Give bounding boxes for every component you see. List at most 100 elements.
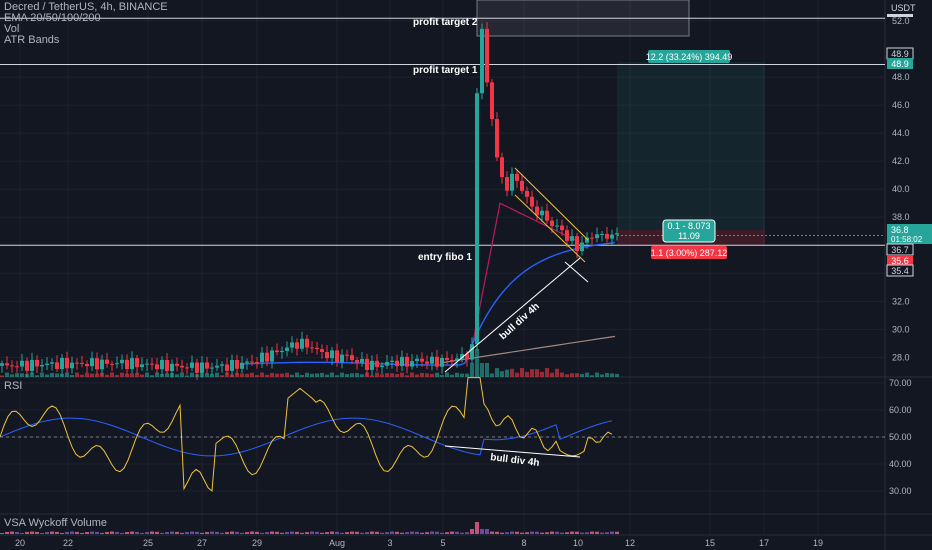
candle (135, 354, 139, 375)
falling-wedge-upper[interactable] (514, 167, 589, 241)
indicator-ema[interactable]: EMA 20/50/100/200 (4, 12, 101, 24)
volume-bar (545, 368, 549, 377)
candle-body (490, 82, 494, 120)
vsa-bar (150, 531, 154, 534)
candle (140, 357, 144, 371)
rsi-pane-label[interactable]: RSI (4, 380, 23, 392)
candle (530, 190, 534, 212)
candle-body (35, 359, 39, 367)
volume-bar (220, 375, 224, 377)
indicator-vol[interactable]: Vol (4, 23, 20, 35)
volume-bar (320, 372, 324, 377)
vsa-bar (255, 531, 259, 534)
candle-body (150, 363, 154, 365)
candle (165, 352, 169, 375)
candle (45, 357, 49, 371)
candle (445, 351, 449, 365)
time-tick-label: 27 (197, 538, 207, 548)
candle (515, 170, 519, 188)
vsa-bar (145, 532, 149, 534)
vsa-bar (295, 531, 299, 534)
vsa-bar (220, 532, 224, 534)
vsa-bar (35, 531, 39, 534)
volume-bar (70, 374, 74, 377)
candle (90, 351, 94, 371)
candle-body (5, 363, 9, 366)
candle-body (80, 362, 84, 364)
candle (115, 356, 119, 369)
candle (265, 346, 269, 367)
svg-text:36.7: 36.7 (891, 245, 909, 255)
bull-div-rsi-trendline[interactable] (444, 445, 581, 458)
vsa-pane-label[interactable]: VSA Wyckoff Volume (4, 517, 108, 529)
vsa-bar (325, 532, 329, 534)
wedge-breakout-line[interactable] (564, 261, 589, 283)
bull-div-price-trendline[interactable] (444, 257, 581, 373)
volume-bar (365, 372, 369, 377)
candle-body (320, 349, 324, 353)
rsi-axis[interactable]: 30.00 40.00 50.00 60.00 70.00 (889, 378, 912, 496)
candle-body (75, 362, 79, 364)
svg-text:35.4: 35.4 (891, 266, 909, 276)
candle-body (290, 342, 294, 348)
volume-bar (315, 373, 319, 377)
vsa-bar (225, 532, 229, 534)
vsa-bar (130, 531, 134, 534)
candle (365, 353, 369, 377)
volume-bar (450, 374, 454, 377)
vsa-bar (235, 531, 239, 534)
volume-bar (270, 372, 274, 377)
volume-bar (95, 373, 99, 377)
candle (145, 358, 149, 371)
target-badge: 48.9 (886, 47, 914, 60)
candle (210, 362, 214, 376)
candle (605, 227, 609, 243)
svg-text:48.9: 48.9 (891, 49, 909, 59)
vsa-bar (160, 532, 164, 534)
volume-bar (65, 372, 69, 377)
volume-bar (175, 374, 179, 377)
candle (320, 344, 324, 359)
candle-body (435, 356, 439, 367)
vsa-bar (390, 531, 394, 534)
candle (190, 355, 194, 371)
candle-body (140, 364, 144, 368)
candle-body (200, 362, 204, 373)
symbol-title[interactable]: Decred / TetherUS, 4h, BINANCE (4, 1, 168, 13)
volume-bar (325, 374, 329, 377)
volume-bar (300, 374, 304, 377)
candle-body (315, 347, 319, 350)
volume-bar (405, 375, 409, 377)
profit-zone[interactable] (617, 62, 765, 230)
vsa-bar (245, 532, 249, 534)
candle (570, 229, 574, 245)
volume-bar (240, 373, 244, 377)
candle-body (170, 363, 174, 372)
vsa-bar (435, 531, 439, 534)
candle (280, 346, 284, 359)
vsa-bar (20, 532, 24, 534)
time-tick-label: Aug (329, 538, 345, 548)
volume-bar (5, 372, 9, 377)
volume-bar (275, 373, 279, 377)
vsa-bar (215, 531, 219, 534)
target2-badge: 48.9 (887, 58, 913, 69)
price-tick-label: 44.0 (892, 128, 910, 138)
candle-body (370, 360, 374, 370)
volume-bar (570, 373, 574, 377)
vsa-bar (190, 531, 194, 534)
indicator-atr[interactable]: ATR Bands (4, 34, 60, 46)
candle-body (105, 359, 109, 364)
candle (185, 363, 189, 375)
price-tick-label: 52.0 (892, 16, 910, 26)
rsi-ma-line (0, 417, 613, 457)
candle (500, 152, 504, 184)
vsa-bar (530, 531, 534, 534)
candle (70, 356, 74, 374)
falling-wedge-lower[interactable] (514, 194, 586, 263)
time-axis[interactable]: 20 22 25 27 29 Aug 3 5 8 10 12 15 17 19 (15, 538, 823, 548)
candle-body (405, 356, 409, 367)
vsa-bar (485, 529, 489, 534)
candle-body (390, 360, 394, 362)
